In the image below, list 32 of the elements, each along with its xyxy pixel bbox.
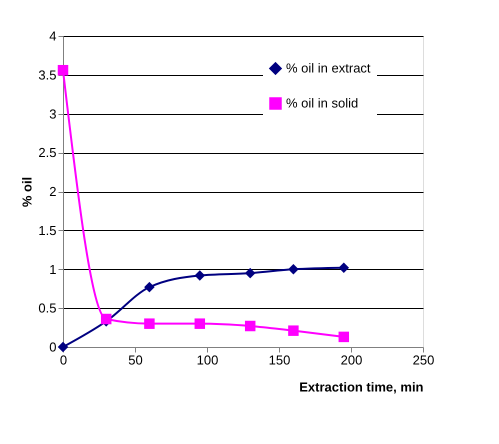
point [100, 314, 112, 324]
y-tick-label: 2.5 [38, 145, 56, 160]
x-tick-label: 150 [268, 352, 290, 368]
y-tick-label: 0.5 [38, 300, 56, 316]
y-tick-label: 0 [49, 340, 56, 354]
point [338, 332, 350, 342]
point [244, 320, 256, 332]
legend-label: % oil in extract [286, 60, 371, 76]
x-tick-label: 100 [196, 352, 218, 368]
y-axis-title: % oil [19, 176, 34, 208]
y-tick-label: 1 [49, 262, 56, 277]
y-tick-label: 3 [49, 106, 56, 122]
point [194, 270, 206, 281]
point [144, 318, 155, 329]
point [194, 318, 206, 329]
y-tick-label: 2 [49, 184, 56, 199]
point [338, 262, 350, 273]
x-axis-title: Extraction time, min [299, 380, 424, 394]
x-tick-label: 50 [128, 352, 143, 368]
point [288, 264, 299, 274]
point [58, 64, 68, 76]
point [288, 325, 299, 336]
x-tick-label: 250 [412, 352, 434, 368]
legend-label: % oil in solid [286, 96, 358, 110]
y-tick-label: 3.5 [38, 67, 56, 82]
x-tick-label: 200 [340, 352, 362, 368]
x-tick-label: 0 [60, 352, 68, 368]
point [144, 282, 155, 292]
y-tick-label: 1.5 [38, 222, 56, 238]
point [244, 268, 256, 278]
point [58, 342, 68, 352]
y-tick-label: 4 [49, 28, 56, 44]
